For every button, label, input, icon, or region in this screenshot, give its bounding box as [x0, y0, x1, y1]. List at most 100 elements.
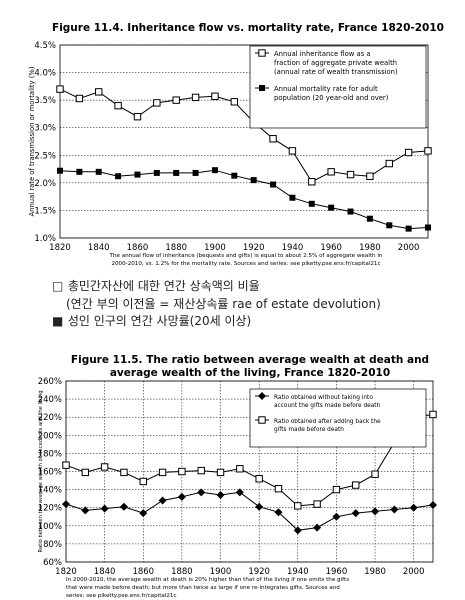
data-point-series-2: [255, 475, 263, 483]
data-point-series-1: [332, 512, 341, 521]
note-text: 총민간자산에 대한 연간 상속액의 비율: [67, 279, 260, 293]
data-point-series-1: [133, 112, 142, 121]
chart-inheritance-vs-mortality: Figure 11.4. Inheritance flow vs. mortal…: [28, 22, 444, 267]
data-point-series-1: [288, 147, 297, 155]
data-point-series-2: [100, 463, 109, 471]
data-point-series-2: [178, 467, 186, 476]
data-point-series-1: [409, 503, 418, 512]
data-point-series-2: [216, 468, 225, 477]
note-text: (연간 부의 이전율 = 재산상속률 rae of estate devolut…: [66, 297, 381, 311]
plot-area-frame: [59, 44, 429, 239]
data-point-series-1: [230, 98, 239, 106]
data-point-series-2: [120, 468, 128, 477]
data-point-series-1: [235, 488, 244, 497]
data-point-series-2: [153, 169, 160, 176]
x-tick-label: 1920: [243, 243, 265, 253]
data-point-series-2: [332, 485, 341, 494]
data-point-series-2: [115, 173, 122, 180]
y-tick-label: 240%: [38, 395, 62, 405]
data-point-series-1: [191, 93, 200, 102]
chart-caption: series: see piketty.pse.ens.fr/capital21…: [66, 593, 177, 599]
data-point-series-1: [371, 507, 380, 516]
data-point-series-1: [95, 88, 103, 96]
data-point-series-1: [56, 85, 64, 93]
y-tick-label: 3.0%: [34, 124, 56, 134]
data-point-series-1: [327, 168, 335, 176]
data-point-series-2: [352, 481, 360, 489]
chart-caption: that were made before death; but more th…: [66, 585, 340, 591]
data-point-series-2: [425, 224, 431, 231]
note-mortality-rate: ■ 성인 인구의 연간 사망률(20세 이상): [52, 313, 251, 329]
data-point-series-2: [289, 194, 296, 201]
x-tick-label: 1820: [49, 243, 71, 253]
y-tick-label: 1.5%: [34, 206, 56, 216]
data-point-series-2: [429, 410, 437, 419]
data-point-series-1: [351, 509, 360, 518]
data-point-series-1: [177, 492, 186, 501]
data-point-series-1: [404, 148, 413, 157]
data-point-series-2: [236, 465, 244, 473]
legend-swatch-marker: [259, 85, 265, 91]
y-tick-label: 200%: [38, 431, 62, 441]
data-point-series-1: [385, 159, 393, 168]
x-tick-label: 1880: [165, 243, 187, 253]
data-point-series-1: [308, 178, 316, 186]
data-point-series-2: [192, 169, 199, 176]
data-point-series-1: [293, 526, 302, 535]
x-tick-label: 1900: [204, 243, 226, 253]
data-point-series-2: [95, 168, 102, 175]
data-point-series-2: [386, 222, 393, 229]
data-point-series-2: [274, 484, 283, 493]
data-point-series-1: [197, 488, 206, 497]
y-tick-label: 4.0%: [34, 69, 56, 79]
y-tick-label: 2.5%: [34, 151, 56, 161]
chart-caption: In 2000-2010, the average wealth at deat…: [66, 577, 349, 583]
note-transfer-rate: (연간 부의 이전율 = 재산상속률 rae of estate devolut…: [66, 296, 381, 312]
data-point-series-2: [134, 171, 141, 178]
chart-title: Figure 11.4. Inheritance flow vs. mortal…: [52, 22, 444, 34]
note-text: 성인 인구의 연간 사망률(20세 이상): [67, 314, 252, 328]
data-point-series-1: [100, 504, 109, 513]
legend-entry-label: population (20 year-old and over): [274, 94, 389, 102]
data-point-series-2: [294, 502, 302, 510]
legend-entry-label: Ratio obtained after adding back the: [274, 419, 381, 425]
y-tick-label: 120%: [38, 504, 62, 514]
data-point-series-1: [269, 135, 277, 143]
x-tick-label: 1960: [320, 243, 342, 253]
x-tick-label: 1820: [55, 567, 77, 577]
legend-entry-label: Ratio obtained without taking into: [274, 395, 373, 401]
legend-box: [249, 388, 427, 448]
y-tick-label: 180%: [38, 449, 62, 459]
data-point-series-2: [76, 168, 83, 175]
x-tick-label: 1900: [210, 567, 232, 577]
data-point-series-1: [139, 509, 148, 518]
plot-area-frame: [65, 380, 434, 563]
x-tick-label: 1840: [88, 243, 110, 253]
legend-swatch-marker: [258, 49, 266, 57]
x-tick-label: 1940: [287, 567, 309, 577]
legend-entry-label: account the gifts made before death: [274, 403, 381, 409]
data-point-series-2: [366, 215, 373, 222]
y-tick-label: 80%: [43, 540, 62, 550]
data-point-series-1: [346, 170, 355, 179]
y-tick-label: 100%: [38, 522, 62, 532]
chart-caption: The annual flow of inheritance (bequests…: [109, 253, 383, 259]
data-point-series-1: [255, 502, 264, 511]
chart-title: Figure 11.5. The ratio between average w…: [71, 354, 429, 366]
x-tick-label: 1960: [326, 567, 348, 577]
y-tick-label: 1.0%: [34, 234, 56, 244]
data-point-series-2: [328, 204, 335, 211]
data-point-series-2: [211, 167, 218, 174]
x-tick-label: 1840: [94, 567, 116, 577]
legend-entry-label: fraction of aggregate private wealth: [274, 59, 397, 67]
x-tick-label: 1880: [171, 567, 193, 577]
legend-entry-label: gifts made before death: [274, 427, 344, 433]
data-point-series-1: [119, 502, 128, 511]
y-tick-label: 3.5%: [34, 96, 56, 106]
x-tick-label: 1980: [364, 567, 386, 577]
data-point-series-1: [62, 500, 70, 509]
data-point-series-1: [429, 500, 437, 509]
x-tick-label: 2000: [403, 567, 425, 577]
y-tick-label: 2.0%: [34, 179, 56, 189]
y-tick-label: 260%: [38, 377, 62, 387]
